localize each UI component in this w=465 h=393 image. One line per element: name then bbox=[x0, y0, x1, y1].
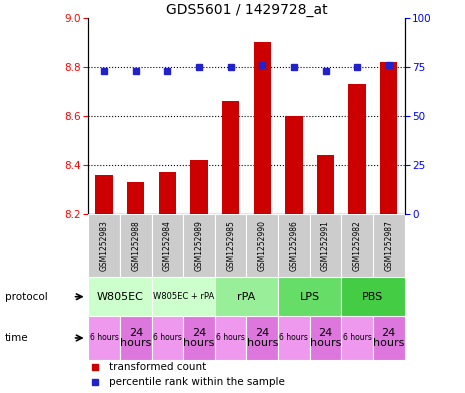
Bar bbox=[246, 316, 278, 360]
Text: GSM1252986: GSM1252986 bbox=[289, 220, 299, 271]
Text: GSM1252991: GSM1252991 bbox=[321, 220, 330, 271]
Text: 6 hours: 6 hours bbox=[279, 334, 308, 342]
Text: time: time bbox=[5, 333, 28, 343]
Bar bbox=[246, 214, 278, 277]
Text: GSM1252982: GSM1252982 bbox=[352, 220, 362, 271]
Bar bbox=[152, 214, 183, 277]
Bar bbox=[159, 173, 176, 214]
Bar bbox=[183, 214, 215, 277]
Bar bbox=[373, 214, 405, 277]
Bar bbox=[190, 160, 208, 214]
Bar bbox=[278, 277, 341, 316]
Bar bbox=[310, 214, 341, 277]
Text: percentile rank within the sample: percentile rank within the sample bbox=[109, 377, 285, 387]
Bar bbox=[120, 214, 152, 277]
Text: 24
hours: 24 hours bbox=[246, 328, 278, 348]
Bar bbox=[341, 214, 373, 277]
Bar bbox=[341, 316, 373, 360]
Text: GSM1252987: GSM1252987 bbox=[384, 220, 393, 271]
Text: rPA: rPA bbox=[237, 292, 256, 302]
Bar bbox=[253, 42, 271, 214]
Text: 6 hours: 6 hours bbox=[343, 334, 372, 342]
Text: W805EC + rPA: W805EC + rPA bbox=[153, 292, 214, 301]
Bar bbox=[310, 316, 341, 360]
Text: GSM1252988: GSM1252988 bbox=[131, 220, 140, 271]
Text: transformed count: transformed count bbox=[109, 362, 206, 372]
Bar bbox=[278, 214, 310, 277]
Bar bbox=[215, 214, 246, 277]
Text: GSM1252990: GSM1252990 bbox=[258, 220, 267, 271]
Text: protocol: protocol bbox=[5, 292, 47, 302]
Bar bbox=[380, 62, 398, 214]
Text: 24
hours: 24 hours bbox=[310, 328, 341, 348]
Bar bbox=[152, 277, 215, 316]
Bar bbox=[341, 277, 405, 316]
Text: LPS: LPS bbox=[299, 292, 320, 302]
Bar bbox=[215, 316, 246, 360]
Text: 24
hours: 24 hours bbox=[373, 328, 405, 348]
Text: PBS: PBS bbox=[362, 292, 384, 302]
Bar bbox=[95, 175, 113, 214]
Bar bbox=[215, 277, 278, 316]
Bar bbox=[373, 316, 405, 360]
Bar bbox=[88, 214, 120, 277]
Text: 6 hours: 6 hours bbox=[153, 334, 182, 342]
Bar bbox=[348, 84, 366, 214]
Bar bbox=[278, 316, 310, 360]
Bar bbox=[120, 316, 152, 360]
Text: GSM1252984: GSM1252984 bbox=[163, 220, 172, 271]
Text: 24
hours: 24 hours bbox=[183, 328, 215, 348]
Bar bbox=[317, 155, 334, 214]
Bar bbox=[222, 101, 239, 214]
Bar bbox=[285, 116, 303, 214]
Title: GDS5601 / 1429728_at: GDS5601 / 1429728_at bbox=[166, 3, 327, 17]
Bar bbox=[88, 316, 120, 360]
Text: 6 hours: 6 hours bbox=[216, 334, 245, 342]
Text: GSM1252983: GSM1252983 bbox=[100, 220, 109, 271]
Bar bbox=[152, 316, 183, 360]
Text: GSM1252985: GSM1252985 bbox=[226, 220, 235, 271]
Text: GSM1252989: GSM1252989 bbox=[194, 220, 204, 271]
Text: 6 hours: 6 hours bbox=[90, 334, 119, 342]
Text: 24
hours: 24 hours bbox=[120, 328, 152, 348]
Text: W805EC: W805EC bbox=[97, 292, 143, 302]
Bar bbox=[183, 316, 215, 360]
Bar bbox=[127, 182, 145, 214]
Bar bbox=[88, 277, 152, 316]
